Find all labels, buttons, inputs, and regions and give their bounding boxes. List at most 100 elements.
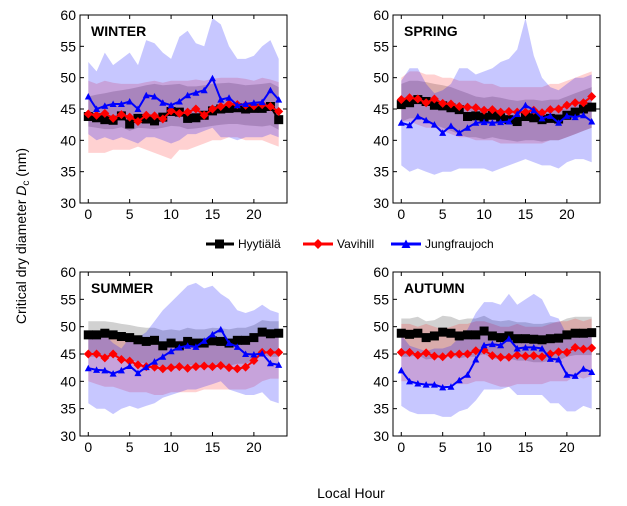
- y-tick-label: 40: [60, 373, 76, 389]
- point-jungfraujoch: [406, 377, 414, 385]
- point-jungfraujoch: [497, 118, 505, 126]
- point-jungfraujoch: [142, 91, 150, 99]
- point-vavihill: [141, 110, 151, 120]
- y-axis-label-var: D: [13, 186, 29, 196]
- point-vavihill: [116, 354, 126, 364]
- point-hyytiala: [396, 328, 406, 338]
- point-vavihill: [578, 98, 588, 108]
- point-vavihill: [405, 347, 415, 357]
- point-jungfraujoch: [200, 337, 208, 344]
- x-tick-label: 15: [205, 206, 221, 222]
- point-vavihill: [570, 98, 580, 108]
- point-vavihill: [265, 347, 275, 357]
- point-vavihill: [487, 105, 497, 115]
- point-vavihill: [125, 356, 135, 366]
- y-tick-label: 50: [373, 319, 389, 335]
- point-vavihill: [249, 356, 259, 366]
- x-tick-label: 5: [126, 439, 134, 455]
- point-jungfraujoch: [422, 381, 430, 388]
- point-hyytiala: [479, 326, 489, 336]
- x-tick-label: 20: [246, 206, 262, 222]
- point-jungfraujoch: [217, 325, 225, 333]
- point-jungfraujoch: [258, 98, 266, 106]
- point-vavihill: [100, 353, 110, 363]
- point-jungfraujoch: [555, 119, 563, 126]
- point-hyytiala: [396, 100, 406, 110]
- point-vavihill: [520, 351, 530, 361]
- point-hyytiala: [405, 98, 415, 108]
- point-vavihill: [446, 350, 456, 360]
- point-vavihill: [92, 349, 102, 359]
- point-vavihill: [174, 362, 184, 372]
- point-vavihill: [454, 101, 464, 111]
- point-jungfraujoch: [109, 100, 117, 107]
- y-tick-label: 40: [373, 373, 389, 389]
- point-jungfraujoch: [192, 89, 200, 96]
- y-tick-label: 35: [373, 164, 389, 180]
- y-axis-label-sub: c: [21, 181, 32, 186]
- point-jungfraujoch: [555, 355, 563, 363]
- point-hyytiala: [578, 328, 588, 338]
- point-jungfraujoch: [406, 121, 414, 129]
- point-hyytiala: [183, 336, 193, 346]
- point-vavihill: [108, 113, 118, 123]
- point-jungfraujoch: [275, 96, 283, 103]
- panel-title: AUTUMN: [404, 280, 465, 296]
- point-jungfraujoch: [480, 341, 488, 349]
- point-hyytiala: [587, 102, 597, 112]
- point-vavihill: [216, 360, 226, 370]
- x-tick-label: 15: [205, 439, 221, 455]
- point-jungfraujoch: [217, 96, 225, 103]
- point-vavihill: [587, 343, 597, 353]
- point-vavihill: [545, 105, 555, 115]
- point-vavihill: [274, 347, 284, 357]
- panel-spring: 30 35 40 45 50 55 60 0 5 10 15 20 SPRING: [373, 7, 601, 222]
- point-vavihill: [562, 347, 572, 357]
- point-vavihill: [421, 348, 431, 358]
- point-vavihill: [554, 104, 564, 114]
- point-vavihill: [150, 362, 160, 372]
- point-hyytiala: [274, 115, 284, 125]
- point-jungfraujoch: [447, 122, 455, 129]
- point-vavihill: [405, 93, 415, 103]
- y-tick-label: 30: [373, 428, 389, 444]
- point-jungfraujoch: [464, 124, 472, 131]
- legend-label-hyytiala: Hyytiälä: [238, 237, 281, 251]
- point-jungfraujoch: [175, 97, 183, 105]
- legend-marker-jungfraujoch: [401, 239, 411, 248]
- point-hyytiala: [578, 104, 588, 114]
- point-jungfraujoch: [439, 383, 447, 391]
- point-hyytiala: [191, 113, 201, 123]
- point-hyytiala: [454, 331, 464, 341]
- point-vavihill: [199, 110, 209, 120]
- point-hyytiala: [554, 114, 564, 124]
- x-tick-label: 10: [163, 206, 179, 222]
- point-jungfraujoch: [250, 351, 258, 358]
- point-vavihill: [537, 352, 547, 362]
- legend-label-jungfraujoch: Jungfraujoch: [425, 237, 494, 251]
- panel-winter: 30 35 40 45 50 55 60 0 5 10 15 20 WINTER: [60, 7, 288, 222]
- y-tick-label: 45: [60, 101, 76, 117]
- point-hyytiala: [83, 330, 93, 340]
- point-vavihill: [471, 103, 481, 113]
- y-tick-label: 55: [60, 291, 76, 307]
- point-vavihill: [191, 104, 201, 114]
- y-tick-label: 40: [60, 132, 76, 148]
- point-jungfraujoch: [430, 381, 438, 388]
- point-hyytiala: [587, 328, 597, 338]
- point-jungfraujoch: [397, 119, 405, 126]
- point-jungfraujoch: [571, 113, 579, 121]
- point-vavihill: [396, 347, 406, 357]
- point-vavihill: [83, 349, 93, 359]
- point-hyytiala: [92, 330, 102, 340]
- point-hyytiala: [463, 330, 473, 340]
- point-jungfraujoch: [480, 118, 488, 126]
- y-axis-label-unit: (nm): [13, 148, 29, 181]
- point-jungfraujoch: [184, 342, 192, 349]
- point-jungfraujoch: [505, 335, 513, 342]
- point-jungfraujoch: [521, 343, 529, 351]
- point-hyytiala: [150, 335, 160, 345]
- point-jungfraujoch: [159, 353, 167, 360]
- point-jungfraujoch: [579, 111, 587, 119]
- point-vavihill: [446, 99, 456, 109]
